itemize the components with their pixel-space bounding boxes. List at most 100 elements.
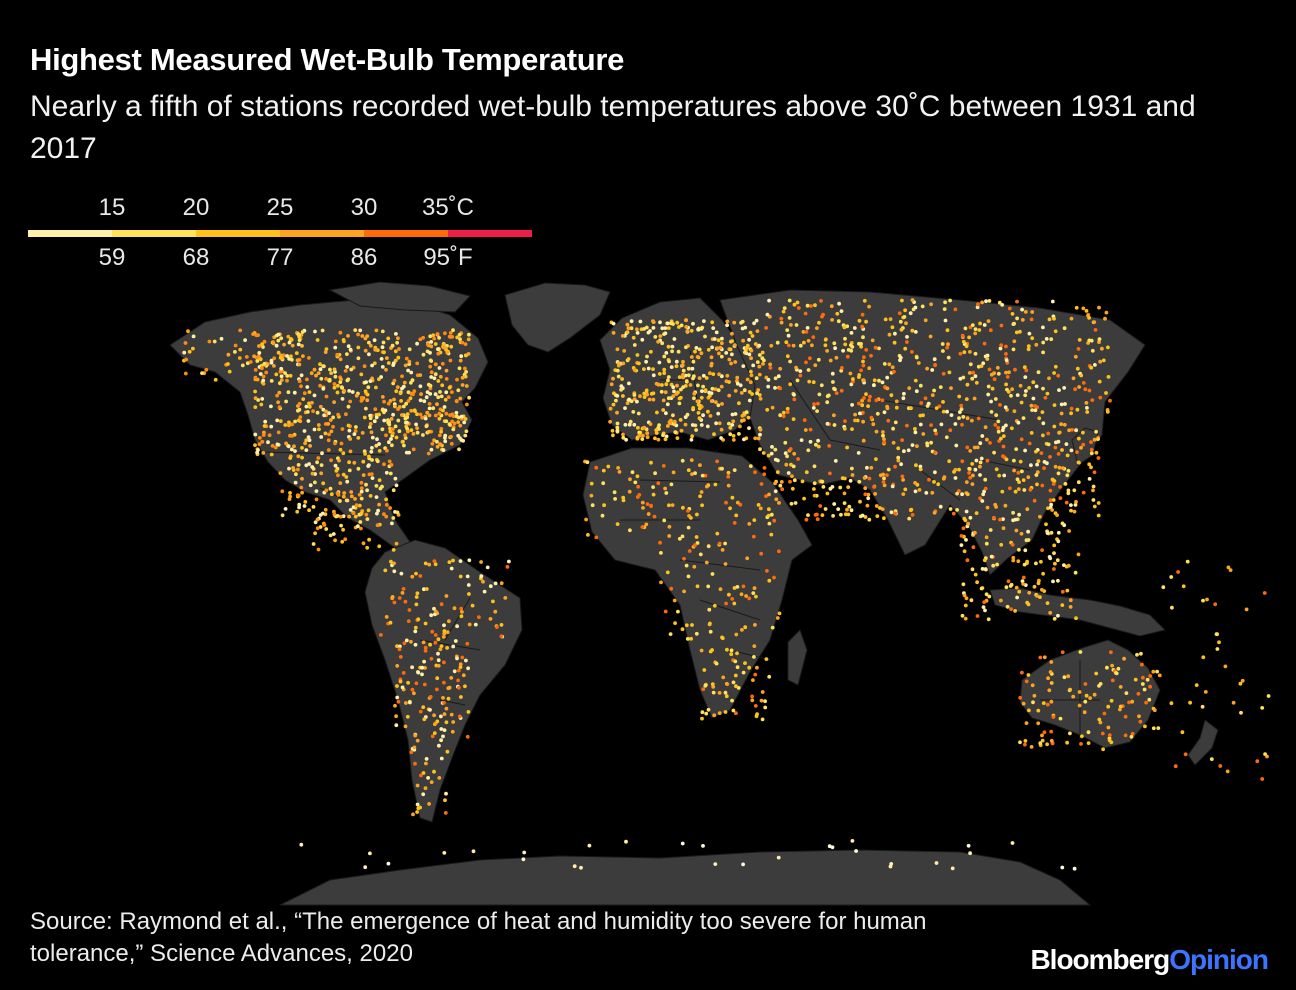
station-dot-north-america-217 bbox=[272, 364, 276, 368]
station-dot-asia-265 bbox=[1004, 352, 1008, 356]
station-dot-north-america-400 bbox=[426, 451, 431, 456]
station-dot-south-america-174 bbox=[442, 680, 446, 685]
station-dot-asia-1009 bbox=[1010, 542, 1015, 547]
station-dot-europe-20 bbox=[701, 413, 705, 418]
station-dot-africa-3 bbox=[713, 482, 718, 487]
station-dot-oceania-57 bbox=[1133, 677, 1138, 682]
station-dot-asia-423 bbox=[860, 324, 865, 329]
station-dot-europe-365 bbox=[691, 321, 695, 326]
station-dot-asia-638 bbox=[878, 506, 882, 510]
station-dot-asia-277 bbox=[1041, 350, 1045, 355]
station-dot-asia-366 bbox=[1026, 344, 1031, 348]
station-dot-antarctica-23 bbox=[624, 839, 628, 844]
station-dot-oceania-128 bbox=[1218, 764, 1223, 768]
station-dot-europe-136 bbox=[704, 376, 709, 380]
station-dot-asia-702 bbox=[974, 511, 979, 515]
station-dot-asia-738 bbox=[1081, 442, 1086, 447]
station-dot-asia-756 bbox=[1066, 468, 1071, 473]
station-dot-north-america-372 bbox=[302, 391, 307, 396]
station-dot-europe-398 bbox=[720, 402, 724, 406]
station-dot-africa-135 bbox=[710, 572, 715, 576]
station-dot-africa-50 bbox=[700, 503, 704, 508]
station-dot-south-america-151 bbox=[458, 665, 463, 669]
station-dot-oceania-96 bbox=[1047, 688, 1052, 693]
station-dot-asia-872 bbox=[857, 479, 862, 484]
station-dot-asia-856 bbox=[820, 513, 825, 517]
station-dot-europe-177 bbox=[737, 432, 741, 436]
station-dot-asia-595 bbox=[975, 445, 980, 450]
station-dot-europe-239 bbox=[625, 322, 630, 327]
station-dot-north-america-526 bbox=[382, 350, 386, 355]
station-dot-africa-23 bbox=[726, 483, 731, 488]
station-dot-north-america-486 bbox=[318, 362, 322, 367]
station-dot-europe-214 bbox=[661, 408, 666, 412]
station-dot-asia-966 bbox=[1056, 539, 1061, 544]
station-dot-north-america-216 bbox=[277, 405, 282, 409]
station-dot-europe-211 bbox=[754, 318, 759, 323]
station-dot-asia-969 bbox=[962, 549, 967, 554]
station-dot-asia-817 bbox=[806, 448, 811, 453]
station-dot-north-america-274 bbox=[364, 406, 368, 411]
station-dot-africa-36 bbox=[732, 468, 737, 472]
station-dot-asia-751 bbox=[965, 492, 970, 497]
station-dot-asia-824 bbox=[776, 458, 780, 463]
station-dot-asia-757 bbox=[1069, 448, 1074, 453]
station-dot-asia-436 bbox=[765, 312, 770, 317]
station-dot-north-america-502 bbox=[394, 389, 399, 394]
station-dot-north-america-82 bbox=[466, 337, 471, 342]
station-dot-asia-375 bbox=[821, 312, 825, 317]
station-dot-north-america-835 bbox=[318, 513, 323, 517]
station-dot-south-america-102 bbox=[404, 701, 408, 705]
station-dot-asia-523 bbox=[902, 449, 906, 454]
station-dot-africa-155 bbox=[752, 586, 757, 590]
station-dot-north-america-310 bbox=[448, 358, 453, 363]
station-dot-europe-223 bbox=[717, 372, 721, 377]
station-dot-asia-148 bbox=[1087, 316, 1091, 320]
station-dot-europe-130 bbox=[676, 349, 681, 354]
station-dot-asia-144 bbox=[823, 343, 828, 348]
station-dot-north-america-854 bbox=[359, 496, 364, 501]
station-dot-asia-202 bbox=[973, 331, 978, 336]
station-dot-south-america-60 bbox=[414, 595, 419, 599]
station-dot-asia-744 bbox=[1012, 468, 1016, 473]
station-dot-europe-299 bbox=[670, 344, 675, 349]
station-dot-north-america-639 bbox=[341, 514, 346, 519]
station-dot-asia-168 bbox=[913, 330, 918, 334]
station-dot-south-america-32 bbox=[493, 609, 498, 614]
station-dot-south-america-214 bbox=[437, 776, 442, 780]
station-dot-north-america-713 bbox=[297, 505, 301, 510]
station-dot-asia-941 bbox=[1045, 531, 1050, 535]
station-dot-europe-381 bbox=[671, 394, 676, 399]
station-dot-north-america-749 bbox=[227, 369, 232, 374]
station-dot-africa-230 bbox=[701, 687, 706, 691]
station-dot-north-america-691 bbox=[382, 512, 386, 516]
station-dot-asia-776 bbox=[914, 463, 918, 468]
station-dot-asia-36 bbox=[996, 371, 1001, 376]
station-dot-asia-844 bbox=[766, 513, 771, 518]
station-dot-europe-135 bbox=[648, 329, 652, 333]
station-dot-north-america-523 bbox=[323, 431, 328, 436]
station-dot-oceania-98 bbox=[1049, 738, 1054, 743]
station-dot-europe-116 bbox=[632, 343, 637, 347]
station-dot-asia-743 bbox=[933, 450, 937, 455]
station-dot-europe-38 bbox=[688, 383, 693, 387]
station-dot-europe-191 bbox=[666, 344, 671, 349]
station-dot-asia-753 bbox=[1034, 449, 1038, 454]
station-dot-north-america-496 bbox=[315, 338, 320, 342]
station-dot-africa-92 bbox=[686, 525, 691, 530]
station-dot-asia-852 bbox=[764, 494, 768, 498]
station-dot-south-america-0 bbox=[459, 614, 464, 619]
station-dot-asia-487 bbox=[913, 378, 918, 383]
station-dot-asia-232 bbox=[970, 418, 974, 423]
station-dot-north-america-522 bbox=[426, 429, 431, 434]
station-dot-europe-353 bbox=[648, 422, 653, 426]
station-dot-north-america-406 bbox=[257, 344, 261, 348]
station-dot-europe-64 bbox=[742, 437, 746, 442]
station-dot-north-america-473 bbox=[258, 357, 263, 362]
station-dot-north-america-407 bbox=[380, 329, 385, 334]
station-dot-asia-879 bbox=[796, 457, 800, 461]
station-dot-africa-237 bbox=[703, 683, 708, 688]
station-dot-north-america-647 bbox=[344, 475, 349, 479]
station-dot-asia-493 bbox=[885, 386, 890, 391]
station-dot-north-america-501 bbox=[356, 345, 361, 350]
